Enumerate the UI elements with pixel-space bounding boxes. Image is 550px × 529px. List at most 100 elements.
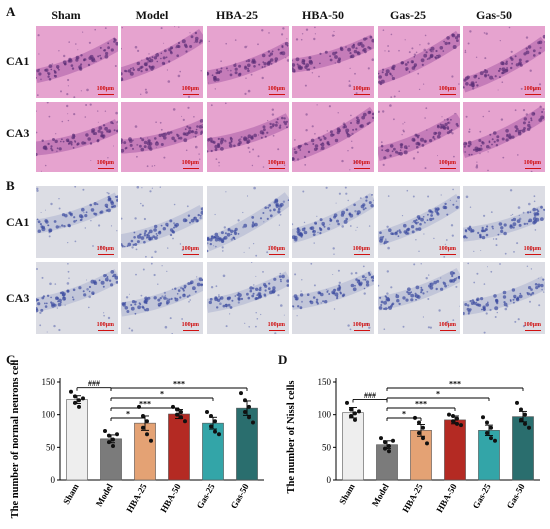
scale-bar	[525, 329, 541, 331]
scale-bar	[354, 167, 370, 169]
significance-label: *	[402, 410, 406, 419]
scale-bar-label: 100μm	[267, 160, 285, 166]
nissl-micrograph-ca3-gas-25: 100μm	[378, 262, 460, 334]
column-header-gas-50: Gas-50	[476, 8, 512, 22]
panel-letter-b: B	[6, 178, 15, 193]
x-tick-label-hba-50: HBA-50	[434, 482, 459, 515]
data-point	[239, 391, 243, 396]
data-point	[485, 420, 489, 425]
significance-label: *	[126, 410, 130, 419]
scale-bar-label: 100μm	[352, 322, 370, 328]
column-header-sham: Sham	[51, 8, 81, 22]
bar-hba-50	[444, 419, 466, 481]
bar-sham	[66, 399, 88, 481]
scale-bar	[354, 329, 370, 331]
scale-bar	[98, 329, 114, 331]
panel-letter-c: C	[6, 352, 16, 367]
row-header-he-ca3: CA3	[6, 126, 30, 140]
data-point	[209, 413, 213, 418]
data-point	[217, 432, 221, 437]
data-point	[383, 440, 387, 445]
he-micrograph-ca1-hba-50: 100μm	[292, 26, 374, 98]
bar-gas-50	[512, 416, 534, 481]
scale-bar-label: 100μm	[523, 160, 541, 166]
scale-bar-label: 100μm	[96, 246, 114, 252]
data-point	[141, 413, 145, 418]
bar-hba-25	[410, 430, 432, 481]
y-axis-label: The number of normal neurons cells	[10, 360, 21, 518]
data-point	[485, 430, 489, 435]
he-micrograph-ca3-hba-25: 100μm	[207, 102, 289, 172]
data-point	[451, 419, 455, 424]
bar-hba-25	[134, 422, 156, 481]
he-micrograph-ca3-model: 100μm	[121, 102, 203, 172]
he-micrograph-ca1-hba-25: 100μm	[207, 26, 289, 98]
data-point	[353, 411, 357, 416]
scale-bar-label: 100μm	[181, 86, 199, 92]
column-header-hba-25: HBA-25	[216, 8, 258, 22]
scale-bar	[98, 93, 114, 95]
significance-label: ###	[364, 391, 376, 400]
data-point	[247, 404, 251, 409]
bar-chart-normal-neurons: The number of normal neurons cells 0 50 100…	[10, 360, 264, 518]
x-tick-label-hba-50: HBA-50	[158, 482, 183, 515]
data-point	[353, 417, 357, 422]
nissl-micrograph-ca1-model: 100μm	[121, 186, 203, 258]
significance-label: ***	[173, 380, 185, 389]
y-tick-label: 50	[322, 442, 332, 452]
data-point	[111, 444, 115, 449]
x-tick-label-hba-25: HBA-25	[124, 482, 149, 515]
x-tick-label-model: Model	[370, 482, 391, 509]
data-point	[421, 425, 425, 430]
data-point	[145, 432, 149, 437]
nissl-micrograph-ca1-sham: 100μm	[36, 186, 118, 258]
scale-bar	[440, 93, 456, 95]
data-point	[515, 400, 519, 405]
data-point	[447, 412, 451, 417]
scale-bar	[183, 329, 199, 331]
data-point	[519, 417, 523, 422]
data-point	[73, 394, 77, 399]
nissl-micrograph-ca1-hba-50: 100μm	[292, 186, 374, 258]
he-micrograph-ca3-gas-50: 100μm	[463, 102, 545, 172]
data-point	[209, 424, 213, 429]
nissl-micrograph-ca3-sham: 100μm	[36, 262, 118, 334]
row-header-nissl-ca1: CA1	[6, 215, 30, 229]
data-point	[357, 409, 361, 414]
scale-bar-label: 100μm	[438, 160, 456, 166]
scale-bar-label: 100μm	[267, 246, 285, 252]
scale-bar	[525, 253, 541, 255]
x-tick-label-hba-25: HBA-25	[400, 482, 425, 515]
x-tick-label-gas-25: Gas-25	[195, 482, 217, 511]
data-point	[179, 415, 183, 420]
data-point	[243, 398, 247, 403]
he-micrograph-ca1-gas-50: 100μm	[463, 26, 545, 98]
significance-label: *	[160, 390, 164, 399]
data-point	[493, 438, 497, 443]
data-point	[213, 419, 217, 424]
nissl-micrograph-ca1-gas-50: 100μm	[463, 186, 545, 258]
bar-model	[376, 444, 398, 481]
bar-sham	[342, 412, 364, 481]
data-point	[81, 396, 85, 401]
scale-bar-label: 100μm	[438, 246, 456, 252]
data-point	[391, 438, 395, 443]
data-point	[107, 440, 111, 445]
scale-bar	[440, 329, 456, 331]
column-header-hba-50: HBA-50	[302, 8, 344, 22]
nissl-micrograph-ca3-model: 100μm	[121, 262, 203, 334]
scale-bar-label: 100μm	[523, 322, 541, 328]
scale-bar	[269, 167, 285, 169]
bar-chart-nissl-cells: The number of Nissl cells 0 50 100 150 Sham Mo…	[286, 377, 540, 515]
scale-bar-label: 100μm	[181, 322, 199, 328]
bar-model	[100, 438, 122, 481]
column-header-gas-25: Gas-25	[390, 8, 426, 22]
data-point	[243, 410, 247, 415]
x-tick-label-gas-50: Gas-50	[229, 482, 251, 511]
data-point	[145, 419, 149, 424]
scale-bar	[440, 253, 456, 255]
significance-label: ***	[139, 400, 151, 409]
scale-bar-label: 100μm	[96, 322, 114, 328]
significance-label: ***	[449, 380, 461, 389]
x-tick-label-sham: Sham	[61, 482, 81, 506]
